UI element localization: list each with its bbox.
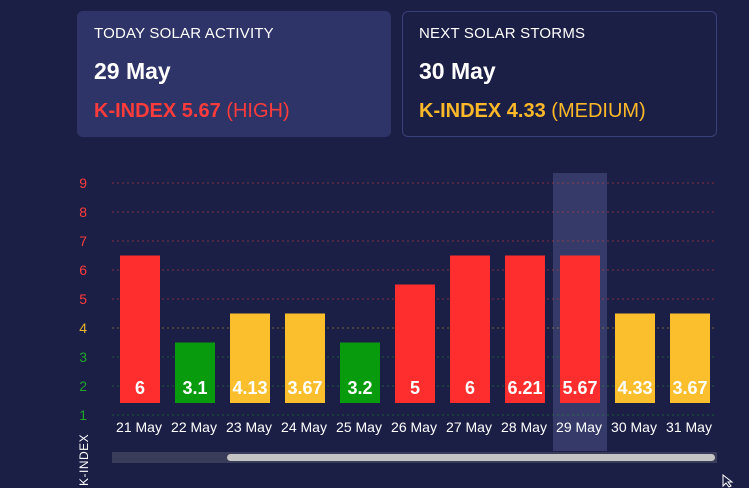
x-tick-label: 26 May — [391, 419, 437, 435]
horizontal-scrollbar[interactable] — [112, 452, 717, 463]
x-tick-label: 28 May — [501, 419, 547, 435]
y-tick-label: 2 — [79, 378, 87, 394]
y-tick-label: 7 — [79, 233, 87, 249]
today-card-label: TODAY SOLAR ACTIVITY — [94, 25, 274, 42]
bar[interactable] — [670, 313, 710, 404]
today-solar-activity-card: TODAY SOLAR ACTIVITY 29 May K-INDEX 5.67… — [77, 11, 391, 137]
bar-value-label: 3.67 — [672, 378, 707, 398]
bar[interactable] — [340, 342, 380, 404]
today-kindex-value: K-INDEX 5.67 — [94, 100, 221, 122]
x-tick-label: 21 May — [116, 419, 162, 435]
bar[interactable] — [505, 255, 545, 404]
bar-value-label: 3.2 — [347, 378, 372, 398]
x-tick-label: 30 May — [611, 419, 657, 435]
bar-value-label: 3.67 — [287, 378, 322, 398]
today-card-date: 29 May — [94, 58, 171, 84]
bar-value-label: 5 — [410, 378, 420, 398]
x-tick-label: 29 May — [556, 419, 602, 435]
x-tick-label: 22 May — [171, 419, 217, 435]
y-tick-label: 1 — [79, 407, 87, 423]
next-kindex-line: K-INDEX 4.33 (MEDIUM) — [419, 100, 646, 123]
y-tick-label: 3 — [79, 349, 87, 365]
y-tick-label: 8 — [79, 204, 87, 220]
bar[interactable] — [560, 255, 600, 404]
next-card-label: NEXT SOLAR STORMS — [419, 25, 586, 42]
next-solar-storms-card: NEXT SOLAR STORMS 30 May K-INDEX 4.33 (M… — [402, 11, 717, 137]
bar-value-label: 5.67 — [562, 378, 597, 398]
x-tick-label: 27 May — [446, 419, 492, 435]
bar-value-label: 4.33 — [617, 378, 652, 398]
y-tick-label: 6 — [79, 262, 87, 278]
x-tick-label: 24 May — [281, 419, 327, 435]
bar-value-label: 3.1 — [182, 378, 207, 398]
bar[interactable] — [120, 255, 160, 404]
y-axis-title: K-INDEX — [77, 434, 91, 486]
y-tick-label: 9 — [79, 175, 87, 191]
bar[interactable] — [230, 313, 270, 404]
next-kindex-level: (MEDIUM) — [551, 100, 646, 122]
bar[interactable] — [615, 313, 655, 404]
today-kindex-line: K-INDEX 5.67 (HIGH) — [94, 100, 290, 123]
bar[interactable] — [175, 342, 215, 404]
bar[interactable] — [285, 313, 325, 404]
y-tick-label: 4 — [79, 320, 87, 336]
x-tick-label: 25 May — [336, 419, 382, 435]
bar-value-label: 6 — [465, 378, 475, 398]
x-tick-label: 23 May — [226, 419, 272, 435]
next-kindex-value: K-INDEX 4.33 — [419, 100, 546, 122]
x-tick-label: 31 May — [666, 419, 712, 435]
bar-value-label: 6 — [135, 378, 145, 398]
next-card-date: 30 May — [419, 58, 496, 84]
bar-value-label: 6.21 — [507, 378, 542, 398]
scrollbar-thumb[interactable] — [227, 454, 715, 461]
bar[interactable] — [450, 255, 490, 404]
y-tick-label: 5 — [79, 291, 87, 307]
bar[interactable] — [395, 284, 435, 404]
today-kindex-level: (HIGH) — [226, 100, 290, 122]
bar-value-label: 4.13 — [232, 378, 267, 398]
